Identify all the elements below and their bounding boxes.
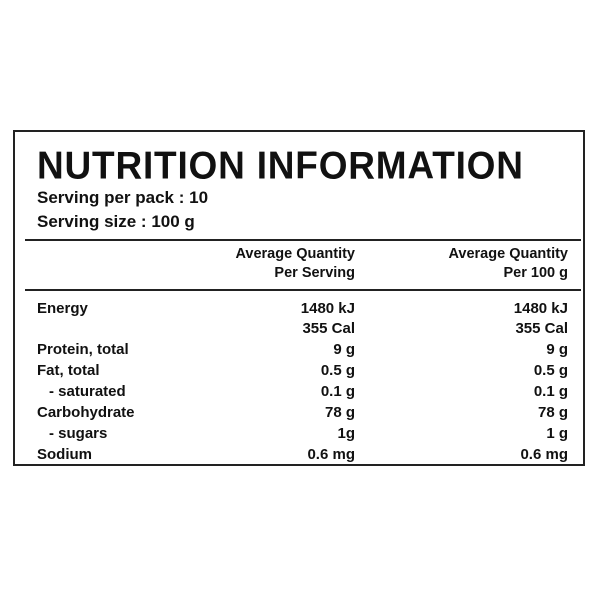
row-label-sugars: - sugars (49, 425, 108, 442)
column-header-per-serving-line1: Average Quantity (235, 246, 355, 262)
serving-per-pack: Serving per pack : 10 (37, 188, 209, 207)
panel-title: NUTRITION INFORMATION (37, 143, 524, 187)
energy-kj-per-serving: 1480 kJ (300, 300, 355, 317)
energy-cal-per-100g: 355 Cal (515, 320, 568, 337)
sodium-per-100g: 0.6 mg (520, 446, 568, 463)
protein-per-serving: 9 g (333, 341, 355, 358)
column-header-per-100g: Average Quantity Per 100 g (448, 245, 568, 283)
serving-size: Serving size : 100 g (37, 212, 195, 231)
sugars-per-100g: 1 g (546, 425, 568, 442)
column-header-per-serving: Average Quantity Per Serving (235, 245, 355, 283)
fat-per-serving: 0.5 g (320, 362, 355, 379)
row-label-saturated: - saturated (49, 383, 126, 400)
saturated-per-100g: 0.1 g (533, 383, 568, 400)
header-divider (25, 239, 581, 241)
carbohydrate-per-serving: 78 g (324, 404, 355, 421)
column-header-divider (25, 289, 581, 291)
row-label-energy: Energy (37, 300, 88, 317)
sodium-per-serving: 0.6 mg (307, 446, 355, 463)
carbohydrate-per-100g: 78 g (537, 404, 568, 421)
column-header-per-serving-line2: Per Serving (274, 265, 355, 281)
column-header-per-100g-line1: Average Quantity (448, 246, 568, 262)
column-header-per-100g-line2: Per 100 g (503, 265, 569, 281)
fat-per-100g: 0.5 g (533, 362, 568, 379)
energy-cal-per-serving: 355 Cal (302, 320, 355, 337)
row-label-carbohydrate: Carbohydrate (37, 404, 135, 421)
energy-kj-per-100g: 1480 kJ (513, 300, 568, 317)
protein-per-100g: 9 g (546, 341, 568, 358)
sugars-per-serving: 1g (337, 425, 355, 442)
row-label-fat: Fat, total (37, 362, 100, 379)
row-label-protein: Protein, total (37, 341, 129, 358)
saturated-per-serving: 0.1 g (320, 383, 355, 400)
nutrition-panel: NUTRITION INFORMATION Serving per pack :… (13, 130, 585, 466)
row-label-sodium: Sodium (37, 446, 92, 463)
